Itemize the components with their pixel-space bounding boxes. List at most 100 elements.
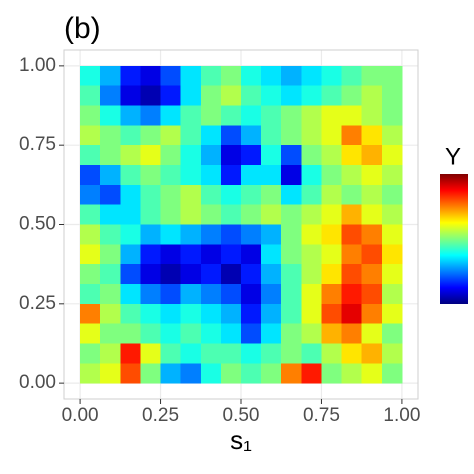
heatmap-cell [341, 125, 363, 146]
heatmap-cell [80, 283, 101, 305]
y-tick-label: 0.75 [19, 134, 56, 155]
heatmap-cell [160, 363, 182, 384]
heatmap-cell [200, 363, 222, 384]
heatmap-cell [261, 145, 282, 166]
heatmap-cell [301, 224, 322, 245]
heatmap-cell [180, 323, 202, 344]
heatmap-cell [80, 363, 101, 384]
heatmap-cell [301, 323, 322, 344]
heatmap-cell [241, 165, 262, 186]
y-tick-label: 0.00 [19, 372, 56, 393]
heatmap-cell [321, 224, 342, 245]
heatmap-cell [80, 145, 101, 166]
y-tick-label: 1.00 [19, 55, 56, 76]
heatmap-cell [160, 244, 182, 265]
heatmap-cell [301, 343, 322, 364]
heatmap-cell [200, 283, 222, 305]
heatmap-cell [220, 244, 242, 265]
heatmap-cell [361, 145, 383, 166]
heatmap-cell [220, 125, 242, 146]
heatmap-cell [200, 303, 222, 325]
y-tick-label: 0.50 [19, 214, 56, 235]
heatmap-cell [120, 65, 141, 87]
heatmap-cell [261, 363, 282, 384]
heatmap-cell [301, 283, 322, 305]
heatmap-cell [341, 65, 363, 87]
heatmap-cell [100, 264, 121, 285]
heatmap-cell [281, 363, 302, 384]
heatmap-cell [361, 343, 383, 364]
heatmap-cell [281, 65, 302, 87]
heatmap-cell [261, 125, 282, 146]
heatmap-cell [120, 343, 141, 364]
heatmap-cell [281, 264, 302, 285]
heatmap-cell [140, 283, 161, 305]
heatmap-cell [321, 244, 342, 265]
heatmap-cell [220, 105, 242, 126]
heatmap-cell [341, 363, 363, 384]
heatmap-cell [180, 204, 202, 225]
heatmap-cell [261, 244, 282, 265]
heatmap-cell [100, 165, 121, 186]
heatmap-cell [341, 303, 363, 325]
heatmap-cell [220, 65, 242, 87]
heatmap-cell [301, 125, 322, 146]
heatmap-cell [180, 125, 202, 146]
heatmap-cell [160, 264, 182, 285]
heatmap-cell [220, 224, 242, 245]
heatmap-cell [120, 145, 141, 166]
heatmap-cell [321, 145, 342, 166]
heatmap-cell [200, 224, 222, 245]
heatmap-cell [120, 323, 141, 344]
heatmap-cell [341, 264, 363, 285]
heatmap-cell [321, 303, 342, 325]
heatmap-cell [381, 105, 403, 126]
heatmap-cell [180, 165, 202, 186]
heatmap-cell [220, 264, 242, 285]
heatmap-cell [180, 283, 202, 305]
heatmap-cell [301, 65, 322, 87]
heatmap-cell [180, 363, 202, 384]
heatmap-cell [180, 224, 202, 245]
heatmap-cell [80, 65, 101, 87]
heatmap-cell [261, 165, 282, 186]
heatmap-cell [80, 184, 101, 206]
heatmap-cell [120, 85, 141, 106]
heatmap-cell [80, 204, 101, 225]
heatmap-cell [140, 244, 161, 265]
heatmap-cell [361, 264, 383, 285]
heatmap-cell [301, 264, 322, 285]
x-tick-label: 0.00 [62, 405, 99, 426]
heatmap-cell [341, 323, 363, 344]
heatmap-cell [281, 184, 302, 206]
heatmap-cell [241, 343, 262, 364]
heatmap-cell [341, 204, 363, 225]
heatmap-cell [100, 125, 121, 146]
heatmap-cell [321, 323, 342, 344]
heatmap-cell [241, 184, 262, 206]
heatmap-cell [140, 363, 161, 384]
heatmap-cell [200, 184, 222, 206]
heatmap-cell [341, 105, 363, 126]
heatmap-cell [241, 125, 262, 146]
heatmap-cell [361, 65, 383, 87]
heatmap-cell [281, 125, 302, 146]
heatmap-cell [120, 184, 141, 206]
heatmap-cell [140, 323, 161, 344]
heatmap-cell [301, 165, 322, 186]
heatmap-cell [120, 165, 141, 186]
heatmap-cell [180, 105, 202, 126]
heatmap-cell [80, 165, 101, 186]
heatmap-cell [160, 165, 182, 186]
heatmap-cell [220, 323, 242, 344]
heatmap-cell [120, 224, 141, 245]
x-axis-title: s₁ [230, 425, 252, 455]
heatmap-cell [200, 85, 222, 106]
x-tick-label: 0.75 [303, 405, 340, 426]
heatmap-cell [120, 244, 141, 265]
heatmap-cell [301, 85, 322, 106]
heatmap-cell [140, 85, 161, 106]
heatmap-cell [160, 283, 182, 305]
heatmap-cell [160, 125, 182, 146]
heatmap-cell [361, 125, 383, 146]
